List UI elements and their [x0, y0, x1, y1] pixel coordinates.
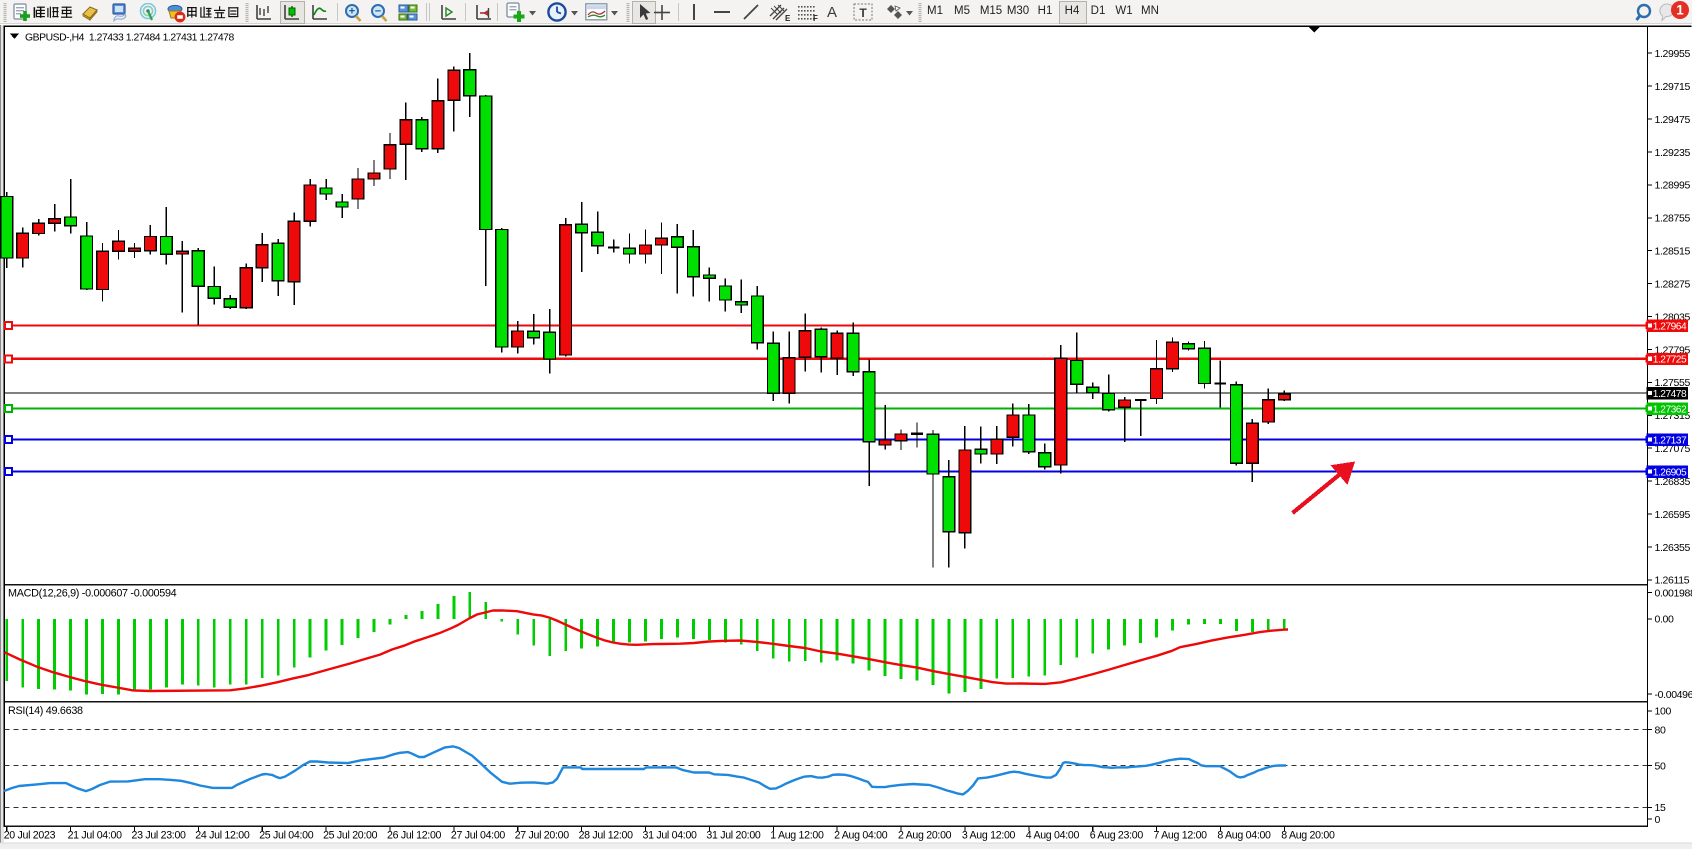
svg-text:0.00: 0.00 [1655, 614, 1675, 626]
svg-text:-0.004967: -0.004967 [1655, 689, 1692, 701]
svg-text:F: F [813, 14, 818, 23]
svg-text:GBPUSD-,H4 1.27433 1.27484 1.: GBPUSD-,H4 1.27433 1.27484 1.27431 1.274… [25, 33, 235, 44]
svg-text:8 Aug 20:00: 8 Aug 20:00 [1281, 830, 1335, 842]
svg-text:−: − [375, 6, 381, 18]
svg-text:80: 80 [1655, 724, 1666, 736]
svg-text:1.28275: 1.28275 [1655, 278, 1691, 290]
svg-text:21 Jul 04:00: 21 Jul 04:00 [68, 830, 123, 842]
svg-text:T: T [859, 6, 867, 20]
svg-text:28 Jul 12:00: 28 Jul 12:00 [579, 830, 634, 842]
svg-text:1: 1 [1676, 3, 1684, 18]
svg-text:31 Jul 04:00: 31 Jul 04:00 [643, 830, 698, 842]
svg-text:1.27725: 1.27725 [1653, 355, 1687, 366]
svg-text:2 Aug 04:00: 2 Aug 04:00 [834, 830, 888, 842]
svg-text:1 Aug 12:00: 1 Aug 12:00 [770, 830, 824, 842]
svg-text:26 Jul 12:00: 26 Jul 12:00 [387, 830, 442, 842]
svg-text:1.26835: 1.26835 [1655, 476, 1691, 488]
svg-text:1.28755: 1.28755 [1655, 213, 1691, 225]
svg-text:6 Aug 23:00: 6 Aug 23:00 [1090, 830, 1144, 842]
svg-text:3 Aug 12:00: 3 Aug 12:00 [962, 830, 1016, 842]
svg-text:50: 50 [1655, 760, 1666, 772]
svg-text:1.26355: 1.26355 [1655, 542, 1691, 554]
svg-text:1.29955: 1.29955 [1655, 48, 1691, 60]
svg-text:100: 100 [1655, 706, 1672, 718]
svg-text:15: 15 [1655, 802, 1666, 814]
svg-text:E: E [785, 14, 791, 23]
svg-text:MACD(12,26,9) -0.000607 -0.000: MACD(12,26,9) -0.000607 -0.000594 [8, 588, 177, 600]
svg-text:7 Aug 12:00: 7 Aug 12:00 [1154, 830, 1208, 842]
svg-text:23 Jul 23:00: 23 Jul 23:00 [132, 830, 187, 842]
svg-text:RSI(14) 49.6638: RSI(14) 49.6638 [8, 705, 83, 717]
svg-text:1.27137: 1.27137 [1653, 435, 1687, 446]
svg-text:27 Jul 04:00: 27 Jul 04:00 [451, 830, 506, 842]
svg-text:31 Jul 20:00: 31 Jul 20:00 [706, 830, 761, 842]
svg-text:1.27555: 1.27555 [1655, 377, 1691, 389]
svg-text:1.27075: 1.27075 [1655, 443, 1691, 455]
svg-text:0: 0 [1655, 814, 1661, 826]
svg-text:25 Jul 04:00: 25 Jul 04:00 [259, 830, 314, 842]
svg-text:1.27964: 1.27964 [1653, 321, 1687, 332]
svg-text:0.001988: 0.001988 [1655, 587, 1692, 599]
svg-text:1.29475: 1.29475 [1655, 114, 1691, 126]
svg-text:2 Aug 20:00: 2 Aug 20:00 [898, 830, 952, 842]
svg-text:1.28995: 1.28995 [1655, 180, 1691, 192]
svg-text:1.27478: 1.27478 [1653, 389, 1687, 400]
svg-text:1.29235: 1.29235 [1655, 147, 1691, 159]
svg-text:24 Jul 12:00: 24 Jul 12:00 [195, 830, 250, 842]
svg-text:4 Aug 04:00: 4 Aug 04:00 [1026, 830, 1080, 842]
svg-text:1.26905: 1.26905 [1653, 467, 1687, 478]
svg-text:1.29715: 1.29715 [1655, 81, 1691, 93]
svg-text:8 Aug 04:00: 8 Aug 04:00 [1217, 830, 1271, 842]
svg-text:20 Jul 2023: 20 Jul 2023 [4, 830, 56, 842]
svg-text:+: + [349, 6, 355, 18]
svg-text:1.28515: 1.28515 [1655, 246, 1691, 258]
svg-text:25 Jul 20:00: 25 Jul 20:00 [323, 830, 378, 842]
svg-text:27 Jul 20:00: 27 Jul 20:00 [515, 830, 570, 842]
svg-text:1.27362: 1.27362 [1653, 404, 1687, 415]
svg-text:1.26595: 1.26595 [1655, 509, 1691, 521]
svg-text:1.26115: 1.26115 [1655, 575, 1690, 587]
